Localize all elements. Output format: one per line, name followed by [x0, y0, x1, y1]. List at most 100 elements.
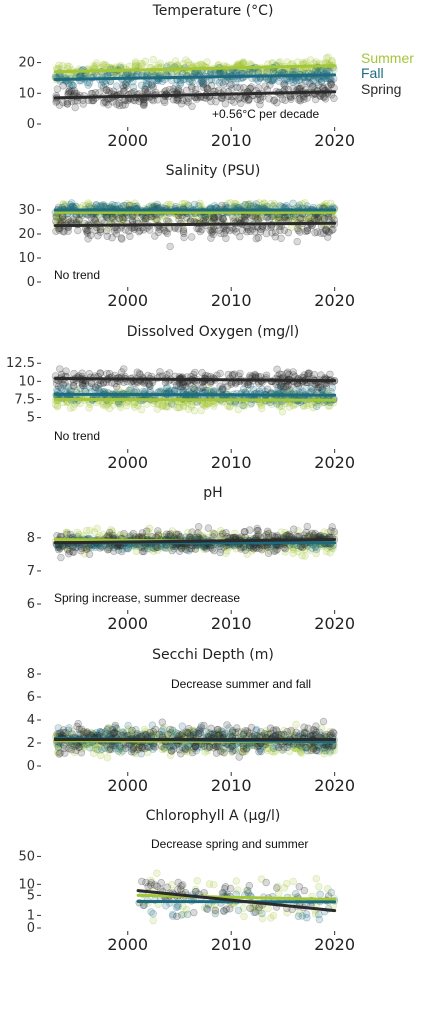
point-spring [277, 234, 285, 243]
point-fall [142, 80, 151, 88]
trend-line-fall [53, 392, 337, 397]
point-spring [246, 371, 254, 380]
point-spring [214, 742, 222, 751]
point-spring [263, 385, 272, 393]
y-tick-label: 8 [27, 667, 35, 682]
point-spring [150, 742, 158, 750]
point-spring [296, 96, 305, 105]
x-tick-label: 2000 [107, 453, 148, 472]
y-tick-label: 30 [18, 203, 35, 218]
point-summer [292, 720, 300, 729]
point-fall [199, 79, 208, 88]
point-summer [149, 916, 157, 925]
point-spring [194, 529, 202, 537]
point-summer [89, 62, 98, 70]
point-spring [55, 226, 63, 234]
point-spring [59, 98, 67, 107]
point-spring [181, 744, 189, 752]
point-fall [190, 200, 199, 209]
point-fall [84, 81, 92, 89]
point-spring [125, 201, 134, 210]
point-spring [168, 546, 176, 555]
point-fall [318, 78, 326, 86]
point-spring [175, 216, 183, 224]
point-spring [84, 235, 92, 243]
point-spring [280, 730, 288, 738]
point-fall [291, 76, 300, 85]
x-tick-label: 2020 [314, 131, 355, 150]
point-spring [270, 97, 278, 105]
point-spring [102, 213, 111, 222]
point-summer [258, 404, 266, 413]
point-summer [175, 404, 183, 412]
point-summer [315, 882, 323, 891]
point-spring [68, 730, 76, 738]
point-spring [284, 381, 292, 389]
point-summer [240, 912, 248, 921]
y-tick-label: 7.5 [14, 392, 35, 407]
point-summer [65, 62, 74, 71]
point-spring [138, 744, 147, 752]
point-spring [327, 80, 335, 89]
point-spring [294, 381, 303, 390]
point-spring [249, 545, 258, 553]
x-tick-label: 2020 [314, 776, 355, 795]
point-summer [156, 59, 164, 67]
point-spring [96, 369, 105, 377]
point-spring [256, 214, 265, 222]
point-spring [240, 84, 248, 92]
point-spring [285, 530, 293, 538]
point-summer [267, 914, 275, 922]
point-spring [52, 213, 60, 221]
point-spring [208, 226, 216, 234]
point-summer [301, 552, 309, 560]
point-spring [78, 369, 86, 377]
point-summer [239, 58, 247, 67]
point-spring [177, 750, 185, 758]
panel-title: pH [203, 485, 222, 501]
point-spring [213, 725, 222, 734]
point-summer [322, 54, 331, 62]
point-spring [103, 726, 112, 734]
point-fall [328, 77, 336, 85]
y-tick-label: 7 [27, 564, 35, 579]
x-tick-label: 2020 [314, 614, 355, 633]
point-summer [289, 877, 297, 886]
point-spring [69, 215, 78, 224]
point-spring [319, 83, 327, 91]
point-summer [55, 61, 63, 70]
point-fall [69, 82, 77, 90]
point-summer [193, 877, 202, 885]
point-spring [300, 531, 308, 539]
point-spring [313, 214, 322, 222]
point-summer [131, 58, 140, 66]
point-spring [319, 717, 328, 726]
point-spring [67, 745, 76, 754]
point-spring [254, 84, 263, 92]
point-fall [218, 78, 226, 87]
point-fall [69, 81, 77, 89]
point-summer [197, 406, 206, 415]
point-summer [187, 403, 196, 411]
point-fall [317, 77, 326, 86]
point-fall [292, 77, 301, 85]
panel-title: Salinity (PSU) [166, 163, 261, 179]
point-spring [266, 81, 274, 89]
point-summer [53, 401, 62, 410]
point-fall [148, 80, 157, 88]
point-spring [255, 747, 263, 756]
point-spring [253, 526, 261, 535]
point-fall [316, 890, 324, 898]
point-spring [158, 718, 167, 726]
point-fall [137, 81, 146, 90]
point-spring [228, 370, 237, 379]
point-spring [119, 215, 127, 223]
point-summer [280, 884, 289, 892]
point-fall [114, 747, 123, 755]
point-spring [149, 728, 158, 736]
point-spring [54, 545, 63, 554]
point-spring [219, 80, 228, 88]
